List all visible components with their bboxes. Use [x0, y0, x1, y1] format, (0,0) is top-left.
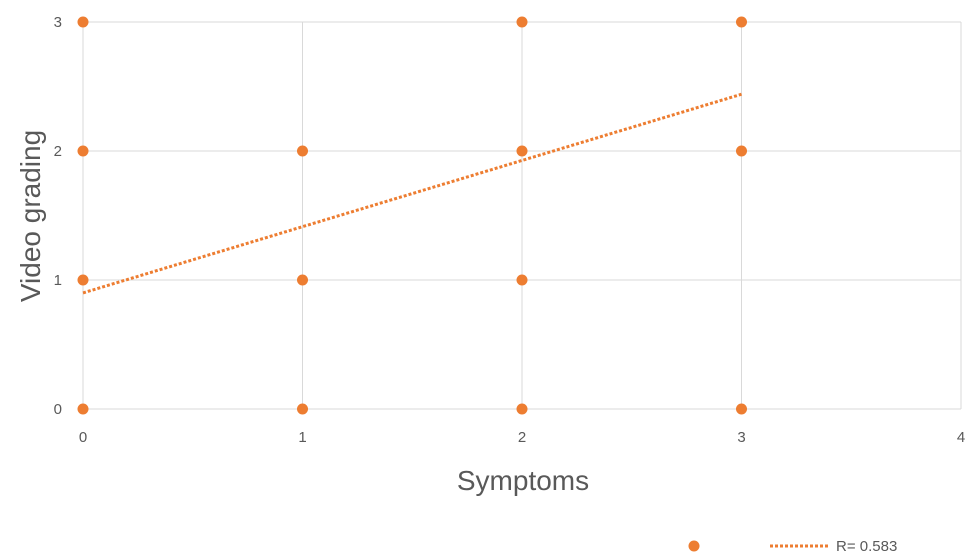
y-axis-title: Video grading: [15, 130, 46, 302]
y-tick-label: 0: [54, 401, 62, 418]
x-tick-label: 1: [298, 429, 306, 446]
legend-marker: [688, 540, 700, 552]
data-point: [516, 403, 528, 415]
data-point: [297, 145, 308, 157]
grid: [82, 21, 962, 410]
y-axis-ticks: 0 1 2 3: [54, 14, 62, 418]
data-point: [77, 16, 89, 28]
data-point: [77, 145, 89, 157]
x-tick-label: 0: [79, 429, 87, 446]
x-axis-ticks: 0 1 2 3 4: [79, 429, 965, 446]
x-tick-label: 3: [737, 429, 745, 446]
legend-trendline-label: R= 0.583: [836, 538, 897, 554]
y-tick-label: 2: [54, 143, 62, 160]
x-tick-label: 4: [957, 429, 965, 446]
data-point: [77, 403, 89, 415]
data-point: [297, 274, 308, 286]
data-point: [516, 16, 528, 28]
data-point: [297, 403, 308, 415]
y-tick-label: 3: [54, 14, 62, 31]
data-point: [736, 145, 747, 157]
data-point: [736, 403, 747, 415]
data-point: [516, 274, 528, 286]
data-point: [736, 16, 747, 28]
y-tick-label: 1: [54, 272, 62, 289]
data-point: [77, 274, 89, 286]
x-axis-title: Symptoms: [457, 465, 589, 496]
x-tick-label: 2: [518, 429, 526, 446]
trendline: [82, 92, 742, 295]
legend: R= 0.583: [688, 538, 897, 554]
data-point: [516, 145, 528, 157]
data-points: [77, 16, 747, 415]
trendline-layer: [82, 92, 742, 295]
